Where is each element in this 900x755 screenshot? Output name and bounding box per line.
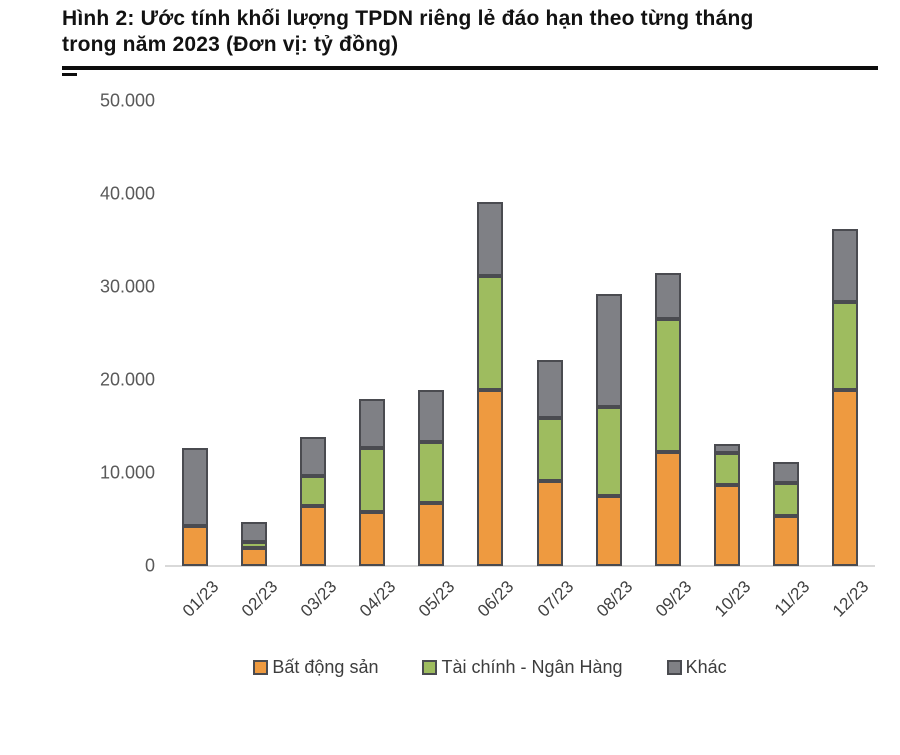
bar-segment (536, 418, 563, 481)
stacked-bar-05/23 (418, 390, 445, 566)
y-tick-label: 50.000 (99, 90, 155, 111)
y-tick-label: 10.000 (99, 462, 155, 483)
title-divider-rule (62, 66, 878, 70)
bar-segment (654, 319, 681, 452)
bar-segment (654, 273, 681, 319)
y-tick-label: 30.000 (99, 276, 155, 297)
bar-segment (359, 448, 386, 512)
legend-swatch-icon (666, 660, 682, 675)
plot-area (165, 101, 875, 566)
bar-segment (359, 399, 386, 448)
bar-slot-02/23 (224, 101, 283, 566)
bar-segment (359, 512, 386, 566)
bar-slot-04/23 (343, 101, 402, 566)
bar-segment (773, 483, 800, 516)
bar-slot-10/23 (698, 101, 757, 566)
bar-segment (832, 302, 859, 390)
bar-segment (595, 294, 622, 407)
bar-slot-01/23 (165, 101, 224, 566)
stacked-bar-07/23 (536, 360, 563, 566)
bar-segment (418, 390, 445, 442)
stacked-bar-09/23 (654, 273, 681, 566)
bar-segment (654, 452, 681, 566)
bar-segment (595, 496, 622, 566)
legend-item: Bất động sản (253, 657, 378, 678)
bar-segment (299, 506, 326, 566)
legend-item-label: Khác (685, 657, 727, 677)
legend-item: Tài chính - Ngân Hàng (422, 657, 623, 678)
bar-segment (299, 476, 326, 506)
y-tick-label: 20.000 (99, 369, 155, 390)
legend-item-label: Tài chính - Ngân Hàng (441, 657, 623, 677)
bar-segment (181, 526, 208, 566)
bar-slot-05/23 (402, 101, 461, 566)
bar-segment (832, 229, 859, 302)
chart-title-line-1: Hình 2: Ước tính khối lượng TPDN riêng l… (62, 7, 754, 30)
legend-item-label: Bất động sản (272, 657, 379, 677)
legend-item: Khác (666, 657, 727, 678)
bar-segment (714, 444, 741, 453)
stacked-bar-11/23 (773, 462, 800, 566)
bar-segment (477, 390, 504, 566)
bar-segment (714, 453, 741, 485)
bar-slot-08/23 (579, 101, 638, 566)
chart-title: Hình 2: Ước tính khối lượng TPDN riêng l… (62, 6, 880, 58)
bar-segment (240, 522, 267, 542)
bar-segment (240, 548, 267, 566)
bar-slot-11/23 (757, 101, 816, 566)
bar-segment (714, 485, 741, 566)
chart-legend: Bất động sản Tài chính - Ngân Hàng Khác (90, 657, 890, 678)
legend-swatch-icon (253, 660, 269, 675)
stacked-bar-12/23 (832, 229, 859, 566)
bar-segment (418, 503, 445, 566)
stacked-bar-06/23 (477, 202, 504, 566)
legend-swatch-icon (422, 660, 438, 675)
bar-slot-12/23 (816, 101, 875, 566)
bar-slot-03/23 (283, 101, 342, 566)
bar-segment (832, 390, 859, 566)
bar-segment (773, 462, 800, 483)
y-tick-label: 40.000 (99, 183, 155, 204)
bar-segment (240, 542, 267, 548)
bar-segment (477, 202, 504, 276)
bar-segment (536, 481, 563, 566)
bar-segment (536, 360, 563, 418)
bar-segment (477, 276, 504, 390)
bar-slot-07/23 (520, 101, 579, 566)
bar-segment (181, 448, 208, 526)
stacked-bar-08/23 (595, 294, 622, 566)
bar-segment (418, 442, 445, 503)
bar-segment (595, 407, 622, 496)
bar-segment (299, 437, 326, 476)
title-divider-stub (62, 73, 77, 76)
stacked-bar-10/23 (714, 444, 741, 566)
chart-title-line-2: trong năm 2023 (Đơn vị: tỷ đồng) (62, 33, 399, 56)
bar-slot-06/23 (461, 101, 520, 566)
stacked-bar-04/23 (359, 399, 386, 566)
bar-segment (773, 516, 800, 566)
x-axis-line (165, 565, 875, 567)
bar-slot-09/23 (638, 101, 697, 566)
stacked-bar-01/23 (181, 448, 208, 566)
stacked-bar-03/23 (299, 437, 326, 566)
stacked-bar-02/23 (240, 522, 267, 566)
y-tick-label: 0 (144, 555, 155, 576)
